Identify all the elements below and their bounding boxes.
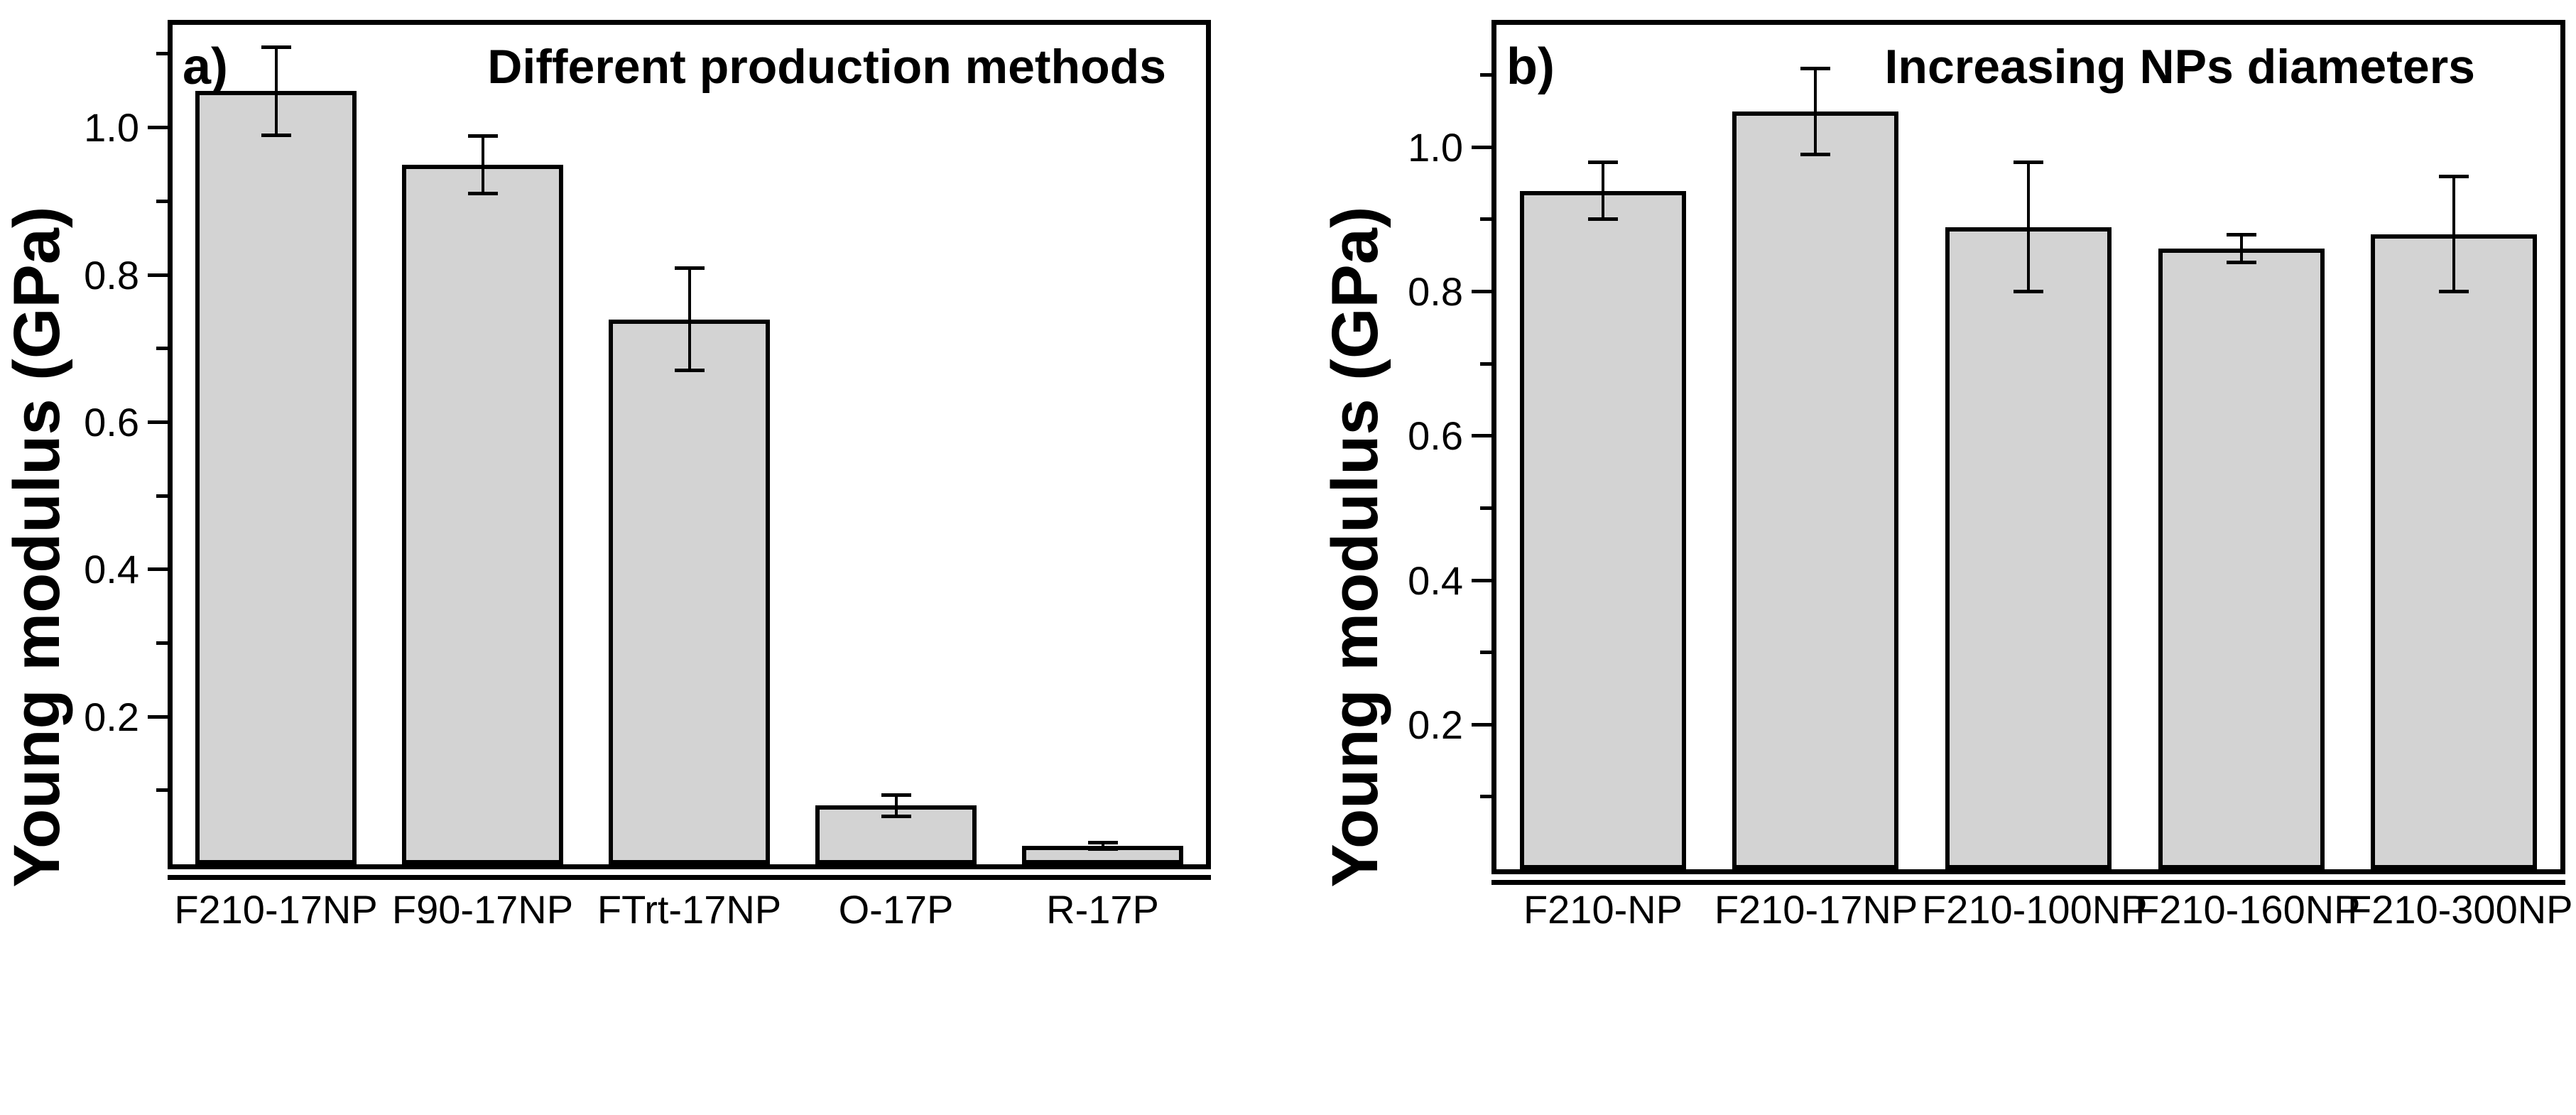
- error-bar-top-cap: [2227, 233, 2256, 236]
- x-tick-label: F210-17NP: [174, 887, 378, 932]
- panel-letter: b): [1506, 38, 1555, 95]
- y-major-tick: [148, 715, 168, 719]
- error-bar-top-cap: [468, 134, 498, 138]
- y-tick-label: 0.8: [84, 253, 139, 298]
- error-bar-bottom-cap: [1088, 847, 1118, 851]
- x-tick-label: F210-300NP: [2347, 887, 2573, 932]
- error-bar: [2452, 176, 2455, 292]
- bar: [195, 91, 357, 864]
- error-bar: [482, 136, 484, 194]
- y-major-tick: [148, 126, 168, 129]
- panel-b: Young modulus (GPa) b) Increasing NPs di…: [1319, 20, 2573, 932]
- y-minor-tick: [156, 52, 168, 55]
- error-bar: [1102, 842, 1104, 849]
- panel-letter: a): [183, 38, 229, 95]
- error-bar-top-cap: [881, 793, 911, 797]
- error-bar: [895, 795, 898, 817]
- plot-area: b) Increasing NPs diameters: [1491, 20, 2565, 874]
- y-tick-label: 0.6: [1408, 413, 1463, 458]
- x-tick-label: R-17P: [1046, 887, 1159, 932]
- error-bar-bottom-cap: [881, 815, 911, 818]
- y-major-tick: [1472, 146, 1491, 149]
- error-bar: [688, 268, 691, 371]
- bar: [609, 320, 770, 864]
- y-major-tick: [1472, 723, 1491, 727]
- error-bar-top-cap: [1088, 841, 1118, 844]
- y-major-tick: [148, 420, 168, 424]
- error-bar: [2027, 162, 2030, 292]
- y-tick-label: 0.2: [84, 695, 139, 739]
- error-bar-top-cap: [2439, 175, 2469, 178]
- y-tick-label: 0.2: [1408, 702, 1463, 747]
- error-bar-top-cap: [1588, 161, 1618, 164]
- error-bar-bottom-cap: [1800, 153, 1830, 156]
- y-minor-tick: [1480, 73, 1491, 77]
- y-minor-tick: [1480, 506, 1491, 510]
- bar: [2158, 249, 2325, 869]
- x-tick-label: FTrt-17NP: [597, 887, 782, 932]
- error-bar-top-cap: [2013, 161, 2043, 164]
- error-bar: [1814, 68, 1817, 155]
- y-minor-tick: [156, 788, 168, 792]
- panel-title: Different production methods: [487, 40, 1166, 94]
- y-minor-tick: [1480, 795, 1491, 798]
- y-minor-tick: [156, 200, 168, 203]
- y-tick-label: 1.0: [1408, 125, 1463, 170]
- error-bar: [2240, 234, 2243, 263]
- error-bar: [275, 47, 278, 136]
- y-major-tick: [1472, 290, 1491, 293]
- plot-area: a) Different production methods: [168, 20, 1211, 869]
- y-tick-label: 0.4: [84, 547, 139, 592]
- bar: [1945, 227, 2112, 869]
- x-tick-label: O-17P: [838, 887, 954, 932]
- error-bar-top-cap: [261, 45, 291, 49]
- y-minor-tick: [156, 641, 168, 645]
- bar: [1732, 111, 1898, 869]
- x-tick-label: F210-17NP: [1714, 887, 1918, 932]
- error-bar: [1602, 162, 1604, 219]
- x-axis-double-line: [1491, 880, 2565, 885]
- x-tick-label: F90-17NP: [391, 887, 574, 932]
- y-minor-tick: [156, 494, 168, 498]
- y-major-tick: [1472, 434, 1491, 437]
- x-axis-double-line: [168, 875, 1211, 880]
- figure: Young modulus (GPa) a) Different product…: [1, 20, 2573, 932]
- y-minor-tick: [1480, 217, 1491, 221]
- error-bar-bottom-cap: [2013, 290, 2043, 293]
- x-tick-label: F210-NP: [1523, 887, 1683, 932]
- error-bar-bottom-cap: [1588, 217, 1618, 221]
- y-minor-tick: [156, 347, 168, 350]
- error-bar-top-cap: [1800, 67, 1830, 70]
- y-tick-label: 0.8: [1408, 269, 1463, 314]
- error-bar-bottom-cap: [675, 369, 705, 372]
- y-major-tick: [148, 273, 168, 277]
- y-minor-tick: [1480, 651, 1491, 654]
- error-bar-bottom-cap: [2227, 261, 2256, 264]
- y-minor-tick: [1480, 362, 1491, 366]
- y-tick-label: 1.0: [84, 105, 139, 150]
- panel-title: Increasing NPs diameters: [1884, 40, 2475, 94]
- y-major-tick: [148, 567, 168, 571]
- error-bar-bottom-cap: [2439, 290, 2469, 293]
- bar: [2371, 234, 2537, 869]
- bar: [1520, 191, 1686, 869]
- y-major-tick: [1472, 579, 1491, 582]
- error-bar-bottom-cap: [468, 192, 498, 195]
- error-bar-bottom-cap: [261, 134, 291, 137]
- y-tick-label: 0.4: [1408, 558, 1463, 603]
- x-tick-label: F210-100NP: [1922, 887, 2148, 932]
- x-tick-label: F210-160NP: [2135, 887, 2361, 932]
- panel-a: Young modulus (GPa) a) Different product…: [1, 20, 1211, 932]
- error-bar-top-cap: [675, 266, 705, 270]
- y-tick-label: 0.6: [84, 400, 139, 445]
